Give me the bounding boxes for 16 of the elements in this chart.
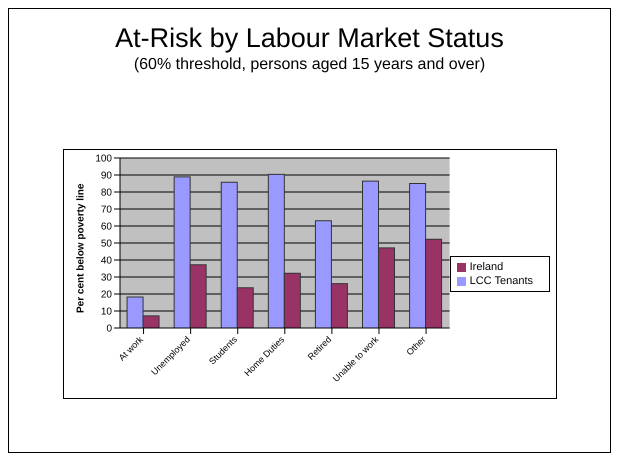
chart-title: At-Risk by Labour Market Status — [114, 23, 505, 54]
y-tick-label: 30 — [100, 272, 112, 284]
y-tick-label: 70 — [100, 204, 112, 216]
y-tick-label: 90 — [100, 170, 112, 182]
y-axis-title: Per cent below poverty line — [76, 183, 87, 313]
legend-label: LCC Tenants — [470, 275, 533, 287]
y-tick-label: 60 — [100, 222, 112, 233]
y-tick-label: 0 — [106, 324, 112, 335]
y-tick-label: 40 — [100, 256, 112, 267]
y-tick-label: 20 — [100, 290, 112, 301]
y-tick-label: 10 — [100, 306, 112, 318]
chart-subtitle: (60% threshold, persons aged 15 years and over) — [132, 56, 486, 74]
legend-label: Ireland — [470, 261, 504, 273]
y-tick-label: 80 — [100, 188, 112, 199]
y-tick-label: 50 — [100, 238, 112, 250]
y-tick-label: 100 — [95, 154, 112, 165]
